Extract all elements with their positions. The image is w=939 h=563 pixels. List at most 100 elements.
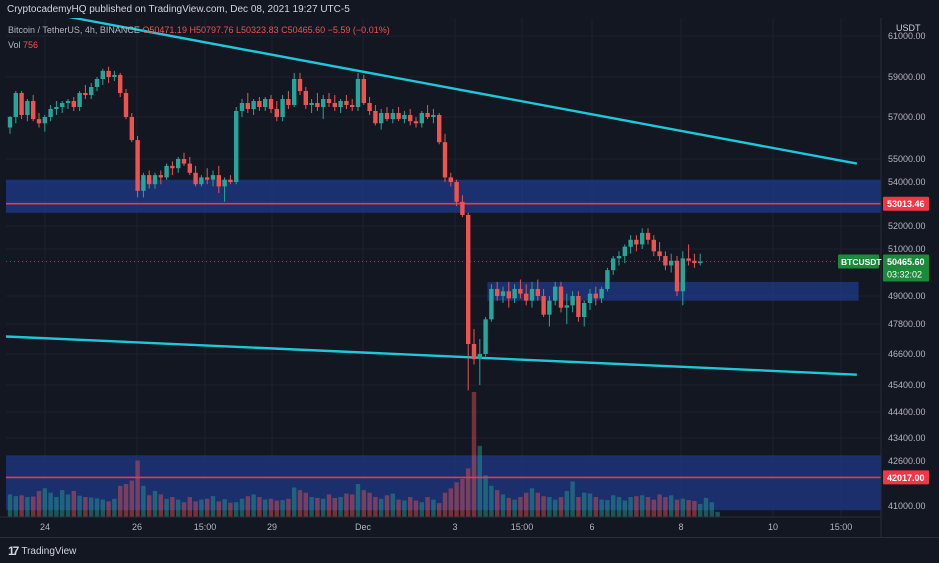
- volume-bar: [338, 497, 343, 517]
- volume-bar: [466, 468, 471, 517]
- candle-body: [512, 288, 517, 299]
- trendline: [5, 335, 857, 376]
- volume-bar: [402, 500, 407, 517]
- candle-body: [7, 117, 13, 128]
- candle-body: [640, 232, 645, 245]
- volume-bar: [535, 492, 540, 517]
- candle-body: [680, 258, 685, 292]
- candle-body: [367, 103, 372, 111]
- volume-bar: [31, 496, 36, 517]
- volume-bar: [147, 495, 152, 517]
- candle-body: [234, 111, 239, 182]
- resistance-zone: [6, 179, 881, 213]
- x-tick-label: 24: [40, 522, 50, 532]
- volume-bar: [193, 501, 198, 517]
- candle-body: [628, 239, 633, 247]
- volume-bar: [257, 497, 262, 517]
- candle-body: [274, 109, 279, 117]
- volume-bar: [628, 497, 633, 517]
- candle-body: [181, 159, 187, 164]
- candle-body: [60, 103, 65, 107]
- candle-body: [605, 270, 610, 289]
- candle-body: [326, 99, 332, 103]
- candle-body: [442, 142, 448, 178]
- candle-body: [19, 93, 24, 115]
- candle-body: [477, 354, 482, 360]
- volume-bar: [164, 498, 169, 517]
- candle-body: [216, 175, 221, 187]
- y-tick-label: 41000.00: [888, 501, 926, 511]
- candle-body: [535, 288, 540, 296]
- x-tick-label: 15:00: [830, 522, 853, 532]
- symbol-tag-text: BTCUSDT: [841, 257, 882, 267]
- volume-bar: [506, 497, 511, 517]
- volume-bar: [570, 481, 575, 517]
- volume-bar: [112, 498, 117, 517]
- candle-body: [651, 239, 656, 252]
- volume-bar: [94, 498, 100, 517]
- volume-bar: [65, 494, 71, 517]
- candle-body: [71, 101, 76, 107]
- candle-body: [413, 121, 419, 124]
- candle-body: [506, 291, 511, 299]
- volume-bar: [141, 485, 146, 517]
- candle-body: [570, 296, 575, 306]
- candle-body: [25, 101, 30, 115]
- y-tick-label: 61000.00: [888, 31, 926, 41]
- candle-body: [622, 246, 627, 257]
- candle-body: [431, 115, 436, 117]
- candle-body: [228, 179, 233, 182]
- volume-bar: [321, 498, 326, 517]
- candle-body: [13, 93, 18, 117]
- volume-bar: [471, 392, 477, 517]
- ohlc-high: H50797.76: [189, 25, 234, 35]
- volume-bar: [692, 500, 697, 517]
- candle-body: [332, 103, 337, 107]
- tradingview-logo[interactable]: 17 TradingView: [8, 544, 76, 558]
- candle-body: [524, 293, 529, 301]
- candle-body: [263, 99, 268, 107]
- volume-bar: [83, 497, 88, 517]
- volume-bar: [263, 499, 268, 517]
- volume-bar: [408, 497, 413, 517]
- candle-body: [634, 239, 639, 245]
- volume-bar: [634, 496, 639, 517]
- volume-bar: [222, 499, 227, 517]
- volume-bar: [297, 490, 303, 517]
- volume-bar: [663, 497, 668, 517]
- volume-bar: [315, 497, 320, 517]
- candle-body: [599, 288, 604, 299]
- volume-bar: [576, 497, 581, 517]
- volume-bar: [332, 497, 337, 517]
- candle-body: [408, 115, 413, 122]
- candle-body: [616, 256, 622, 259]
- volume-bar: [228, 502, 233, 517]
- x-tick-label: 15:00: [194, 522, 217, 532]
- volume-bar: [489, 485, 494, 517]
- candle-body: [558, 286, 564, 308]
- candle-body: [466, 215, 471, 344]
- candle-body: [193, 172, 198, 185]
- volume-bar: [292, 487, 297, 517]
- ohlc-close: C50465.60: [281, 25, 326, 35]
- volume-bar: [680, 498, 685, 517]
- candle-body: [123, 93, 129, 117]
- level-price-badge: [883, 470, 929, 485]
- volume-bar: [599, 499, 604, 517]
- candle-body: [210, 175, 216, 180]
- volume-bar: [355, 484, 361, 517]
- volume-bar: [500, 494, 506, 517]
- volume-bar: [60, 490, 65, 517]
- candle-body: [396, 113, 401, 120]
- support-zone: [487, 281, 859, 301]
- candle-body: [112, 74, 117, 77]
- volume-bar: [512, 499, 517, 517]
- volume-bar: [593, 497, 598, 517]
- candle-body: [402, 115, 407, 120]
- candle-body: [245, 103, 250, 109]
- candle-body: [31, 101, 36, 120]
- candle-body: [460, 201, 465, 215]
- volume-bar: [187, 497, 192, 517]
- candle-body: [106, 70, 111, 77]
